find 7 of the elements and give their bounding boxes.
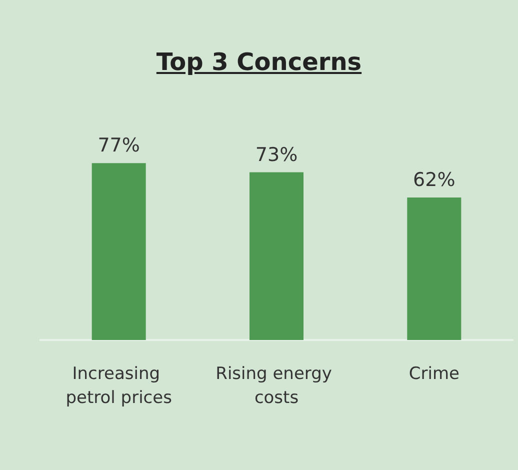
data-label: 62% [413,169,456,192]
chart-title: Top 3 Concerns [155,48,363,76]
data-label: 77% [98,134,140,157]
x-tick-label: Rising energy costs [216,364,338,408]
data-label: 73% [255,144,298,166]
x-tick-label: Increasing petrol prices [66,364,172,408]
x-tick-label: Crime [408,364,460,384]
